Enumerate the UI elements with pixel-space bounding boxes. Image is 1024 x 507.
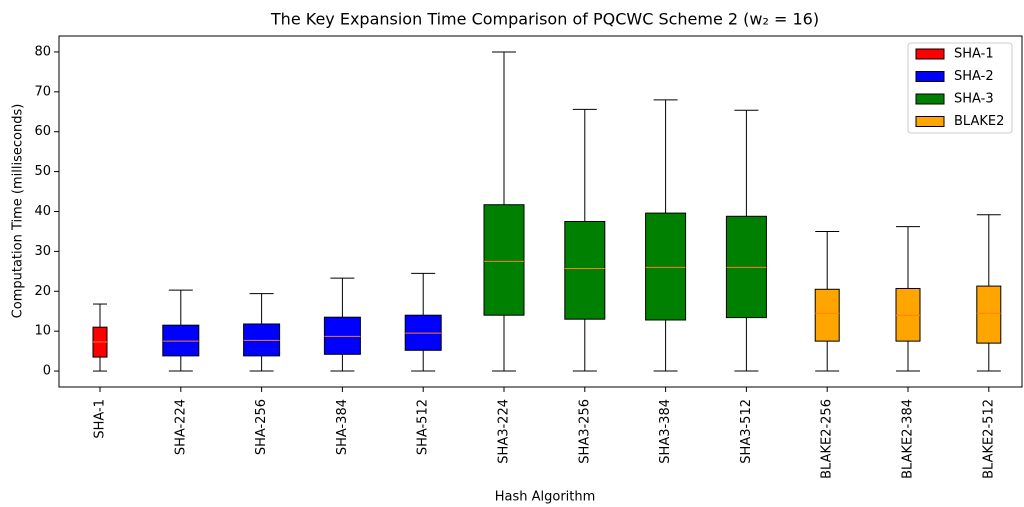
x-axis-label: Hash Algorithm: [495, 490, 596, 505]
y-tick-label: 40: [34, 204, 51, 219]
y-tick-label: 60: [34, 124, 51, 139]
legend-frame: [907, 42, 1013, 134]
y-tick-label: 20: [34, 284, 51, 299]
x-tick-label: BLAKE2-512: [981, 399, 996, 479]
box: [814, 288, 840, 342]
box: [564, 220, 606, 320]
x-tick-label: BLAKE2-256: [820, 399, 835, 479]
legend-label: SHA-3: [954, 92, 994, 107]
legend-label: BLAKE2: [954, 114, 1004, 129]
x-tick-label: SHA3-512: [739, 399, 754, 464]
legend-label: SHA-2: [954, 69, 994, 84]
chart-title: The Key Expansion Time Comparison of PQC…: [270, 10, 819, 29]
x-tick-label: SHA3-256: [577, 399, 592, 464]
plot-frame: [58, 35, 1023, 388]
x-tick-label: SHA-512: [416, 399, 431, 455]
y-axis-label: Computation Time (milliseconds): [11, 104, 26, 319]
y-tick-label: 30: [34, 244, 51, 259]
box: [645, 212, 687, 321]
x-tick-label: SHA-224: [173, 399, 188, 455]
y-tick-label: 0: [43, 364, 51, 379]
x-tick-label: SHA-256: [254, 399, 269, 455]
legend-swatch: [915, 48, 945, 60]
x-tick-label: SHA-384: [335, 399, 350, 455]
x-tick-label: SHA-1: [93, 399, 108, 439]
x-tick-label: SHA3-224: [497, 399, 512, 464]
y-tick-label: 50: [34, 164, 51, 179]
x-tick-label: BLAKE2-384: [901, 399, 916, 479]
box: [483, 204, 525, 316]
y-tick-label: 10: [34, 324, 51, 339]
box: [162, 324, 200, 357]
legend-label: SHA-1: [954, 47, 994, 62]
legend-swatch: [915, 71, 945, 82]
y-tick-label: 80: [34, 44, 51, 59]
box: [976, 285, 1002, 344]
legend-swatch: [915, 93, 945, 105]
box: [323, 316, 361, 355]
legend-swatch: [915, 116, 945, 127]
y-tick-label: 70: [34, 84, 51, 99]
x-tick-label: SHA3-384: [658, 399, 673, 464]
